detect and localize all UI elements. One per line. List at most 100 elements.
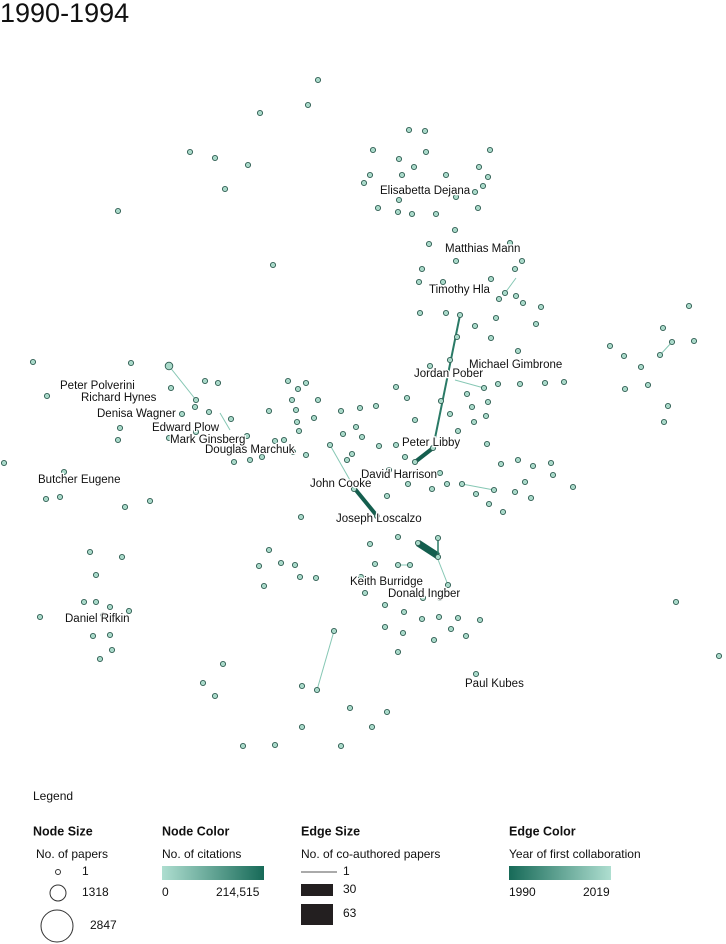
node: [392, 383, 400, 391]
node: [383, 492, 391, 500]
node: [352, 423, 360, 431]
size-swatch: [301, 884, 333, 896]
node: [398, 171, 406, 179]
node: [294, 385, 302, 393]
node: [86, 548, 94, 556]
node: [483, 440, 491, 448]
node: [258, 453, 266, 461]
node: [442, 309, 450, 317]
node: [444, 581, 452, 589]
node: [280, 436, 288, 444]
node: [0, 459, 8, 467]
node-label: David Harrison: [361, 469, 437, 481]
node: [411, 416, 419, 424]
node: [468, 403, 476, 411]
node: [269, 261, 277, 269]
node-label: Peter Libby: [402, 437, 460, 449]
node: [527, 360, 535, 368]
node: [447, 625, 455, 633]
node-label: Butcher Eugene: [38, 474, 120, 486]
node: [656, 351, 664, 359]
node: [228, 435, 236, 443]
node: [446, 356, 454, 364]
node: [474, 204, 482, 212]
node: [304, 101, 312, 109]
node: [410, 163, 418, 171]
node: [518, 257, 526, 265]
legend-subtitle: No. of citations: [162, 847, 241, 861]
node-label: Mark Ginsberg: [170, 434, 245, 446]
node: [685, 302, 693, 310]
node: [192, 396, 200, 404]
node: [337, 742, 345, 750]
node: [394, 648, 402, 656]
node: [191, 403, 199, 411]
node: [456, 311, 464, 319]
node: [482, 412, 490, 420]
node: [326, 441, 334, 449]
node: [89, 632, 97, 640]
node: [484, 398, 492, 406]
node: [439, 278, 447, 286]
node: [620, 352, 628, 360]
node: [350, 485, 358, 493]
node: [361, 589, 369, 597]
node: [519, 299, 527, 307]
node: [296, 573, 304, 581]
node: [514, 347, 522, 355]
node: [357, 573, 365, 581]
node: [375, 442, 383, 450]
node: [511, 265, 519, 273]
legend-item: 1: [343, 864, 350, 878]
node: [368, 723, 376, 731]
node: [485, 500, 493, 508]
nodes: [0, 76, 723, 750]
node: [106, 603, 114, 611]
node: [690, 337, 698, 345]
node: [265, 407, 273, 415]
legend-item: 1990: [509, 885, 536, 899]
node: [167, 384, 175, 392]
legend-heading: Node Color: [162, 824, 229, 838]
edge: [416, 540, 440, 559]
node: [644, 381, 652, 389]
node: [381, 601, 389, 609]
node: [432, 210, 440, 218]
node: [60, 468, 68, 476]
edge: [504, 277, 517, 294]
node: [660, 418, 668, 426]
node: [211, 692, 219, 700]
node: [403, 394, 411, 402]
node: [243, 432, 251, 440]
node: [146, 497, 154, 505]
node: [106, 631, 114, 639]
node: [400, 608, 408, 616]
node: [451, 226, 459, 234]
node: [672, 598, 680, 606]
node: [541, 379, 549, 387]
node-label: Peter Polverini: [60, 380, 135, 392]
legend-item: 1: [82, 864, 89, 878]
node: [422, 148, 430, 156]
node: [637, 363, 645, 371]
node: [302, 379, 310, 387]
node: [392, 441, 400, 449]
node: [373, 512, 381, 520]
node: [512, 292, 520, 300]
node: [380, 578, 388, 586]
node: [476, 616, 484, 624]
node-label: John Cooke: [310, 478, 371, 490]
size-swatch: [40, 909, 74, 943]
node: [429, 444, 437, 452]
node: [96, 655, 104, 663]
node: [497, 460, 505, 468]
node: [381, 623, 389, 631]
size-swatch: [55, 869, 61, 875]
node: [43, 392, 51, 400]
node: [470, 418, 478, 426]
node: [42, 495, 50, 503]
node: [343, 456, 351, 464]
node: [356, 404, 364, 412]
node-labels: Elisabetta Dejana Matthias Mann Timothy Hl…: [37, 184, 564, 692]
node-label: Michael Gimbrone: [469, 359, 562, 371]
